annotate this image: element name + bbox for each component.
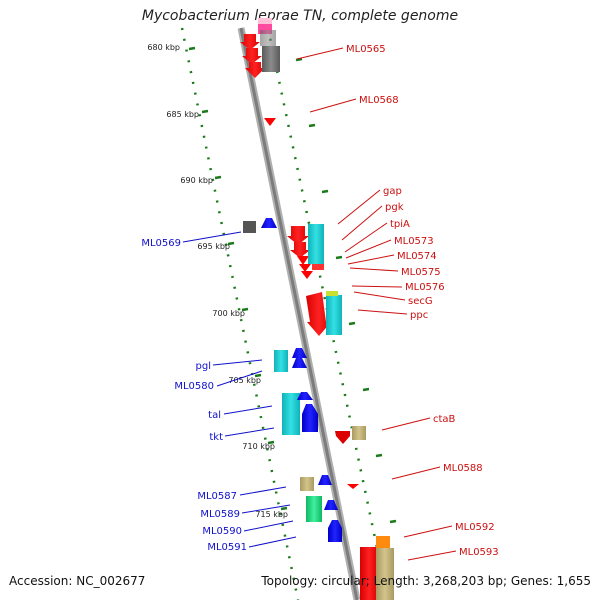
scale-label-715: 715 kbp — [255, 510, 288, 519]
gene-label-ML0590: ML0590 — [202, 526, 242, 537]
gene-label-ML0588: ML0588 — [443, 463, 483, 474]
forward-gene-labels: ML0569 pgl ML0580 tal tkt ML0587 ML0589 … — [141, 238, 247, 553]
genome-stats-text: Topology: circular; Length: 3,268,203 bp… — [261, 574, 591, 588]
gene-label-ML0569: ML0569 — [141, 238, 181, 249]
gene-label-secG: secG — [408, 296, 433, 307]
gene-label-tkt: tkt — [209, 432, 223, 443]
scale-label-680: 680 kbp — [147, 43, 180, 52]
gene-label-ML0591: ML0591 — [207, 542, 247, 553]
reverse-label-leaders — [296, 47, 457, 561]
gene-label-tal: tal — [208, 410, 221, 421]
reverse-strand-features — [240, 18, 394, 600]
gene-label-ML0576: ML0576 — [405, 282, 445, 293]
gene-label-ML0575: ML0575 — [401, 267, 441, 278]
scale-label-700: 700 kbp — [212, 309, 245, 318]
gene-label-ML0589: ML0589 — [200, 509, 240, 520]
gene-label-ML0587: ML0587 — [197, 491, 237, 502]
scale-label-695: 695 kbp — [197, 242, 230, 251]
scale-labels: 680 kbp 685 kbp 690 kbp 695 kbp 700 kbp … — [147, 43, 288, 519]
scale-label-705: 705 kbp — [228, 376, 261, 385]
gene-label-gap: gap — [383, 186, 402, 197]
accession-text: Accession: NC_002677 — [9, 574, 146, 588]
genome-backbone — [237, 27, 361, 600]
scale-label-690: 690 kbp — [180, 176, 213, 185]
reverse-gene-labels: ML0565 ML0568 gap pgk tpiA ML0573 ML0574… — [346, 44, 499, 558]
gene-label-ML0574: ML0574 — [397, 251, 437, 262]
track-tick-marks — [188, 46, 397, 524]
gene-label-ML0580: ML0580 — [174, 381, 214, 392]
gene-label-ML0593: ML0593 — [459, 547, 499, 558]
gene-label-ML0592: ML0592 — [455, 522, 495, 533]
forward-strand-features — [243, 218, 342, 542]
gene-label-tpiA: tpiA — [390, 219, 410, 230]
forward-label-leaders — [182, 231, 297, 548]
map-title: Mycobacterium leprae TN, complete genome — [141, 8, 459, 24]
scale-label-710: 710 kbp — [242, 442, 275, 451]
gene-label-ML0565: ML0565 — [346, 44, 386, 55]
gene-label-ML0573: ML0573 — [394, 236, 434, 247]
gene-label-pgk: pgk — [385, 202, 404, 213]
gene-label-ML0568: ML0568 — [359, 95, 399, 106]
gene-label-ppc: ppc — [410, 310, 428, 321]
gene-label-pgl: pgl — [196, 361, 211, 372]
gene-label-ctaB: ctaB — [433, 414, 456, 425]
scale-label-685: 685 kbp — [166, 110, 199, 119]
